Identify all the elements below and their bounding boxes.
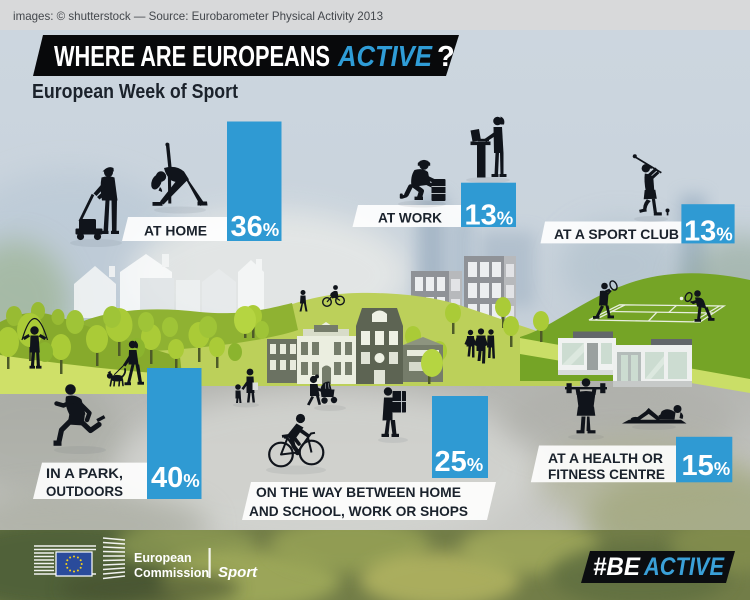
svg-text:AND SCHOOL, WORK OR SHOPS: AND SCHOOL, WORK OR SHOPS bbox=[249, 503, 468, 519]
svg-text:OUTDOORS: OUTDOORS bbox=[46, 483, 123, 499]
svg-text:images: © shutterstock — Sourc: images: © shutterstock — Source: Eurobar… bbox=[13, 9, 383, 23]
svg-text:AT A SPORT CLUB: AT A SPORT CLUB bbox=[554, 226, 679, 242]
svg-text:AT A HEALTH OR: AT A HEALTH OR bbox=[548, 450, 663, 466]
svg-text:European Week of Sport: European Week of Sport bbox=[32, 81, 238, 103]
svg-text:Commission: Commission bbox=[134, 566, 209, 580]
svg-text:AT WORK: AT WORK bbox=[378, 210, 442, 226]
svg-text:FITNESS CENTRE: FITNESS CENTRE bbox=[548, 466, 665, 482]
svg-text:Sport: Sport bbox=[218, 564, 258, 581]
svg-text:15%: 15% bbox=[682, 450, 731, 482]
svg-text:13%: 13% bbox=[465, 200, 514, 232]
svg-text:AT HOME: AT HOME bbox=[144, 223, 207, 239]
svg-text:IN A PARK,: IN A PARK, bbox=[46, 465, 123, 481]
svg-text:#BEACTIVE: #BEACTIVE bbox=[593, 553, 725, 581]
svg-text:ON THE WAY BETWEEN HOME: ON THE WAY BETWEEN HOME bbox=[256, 484, 461, 500]
svg-text:European: European bbox=[134, 551, 192, 565]
